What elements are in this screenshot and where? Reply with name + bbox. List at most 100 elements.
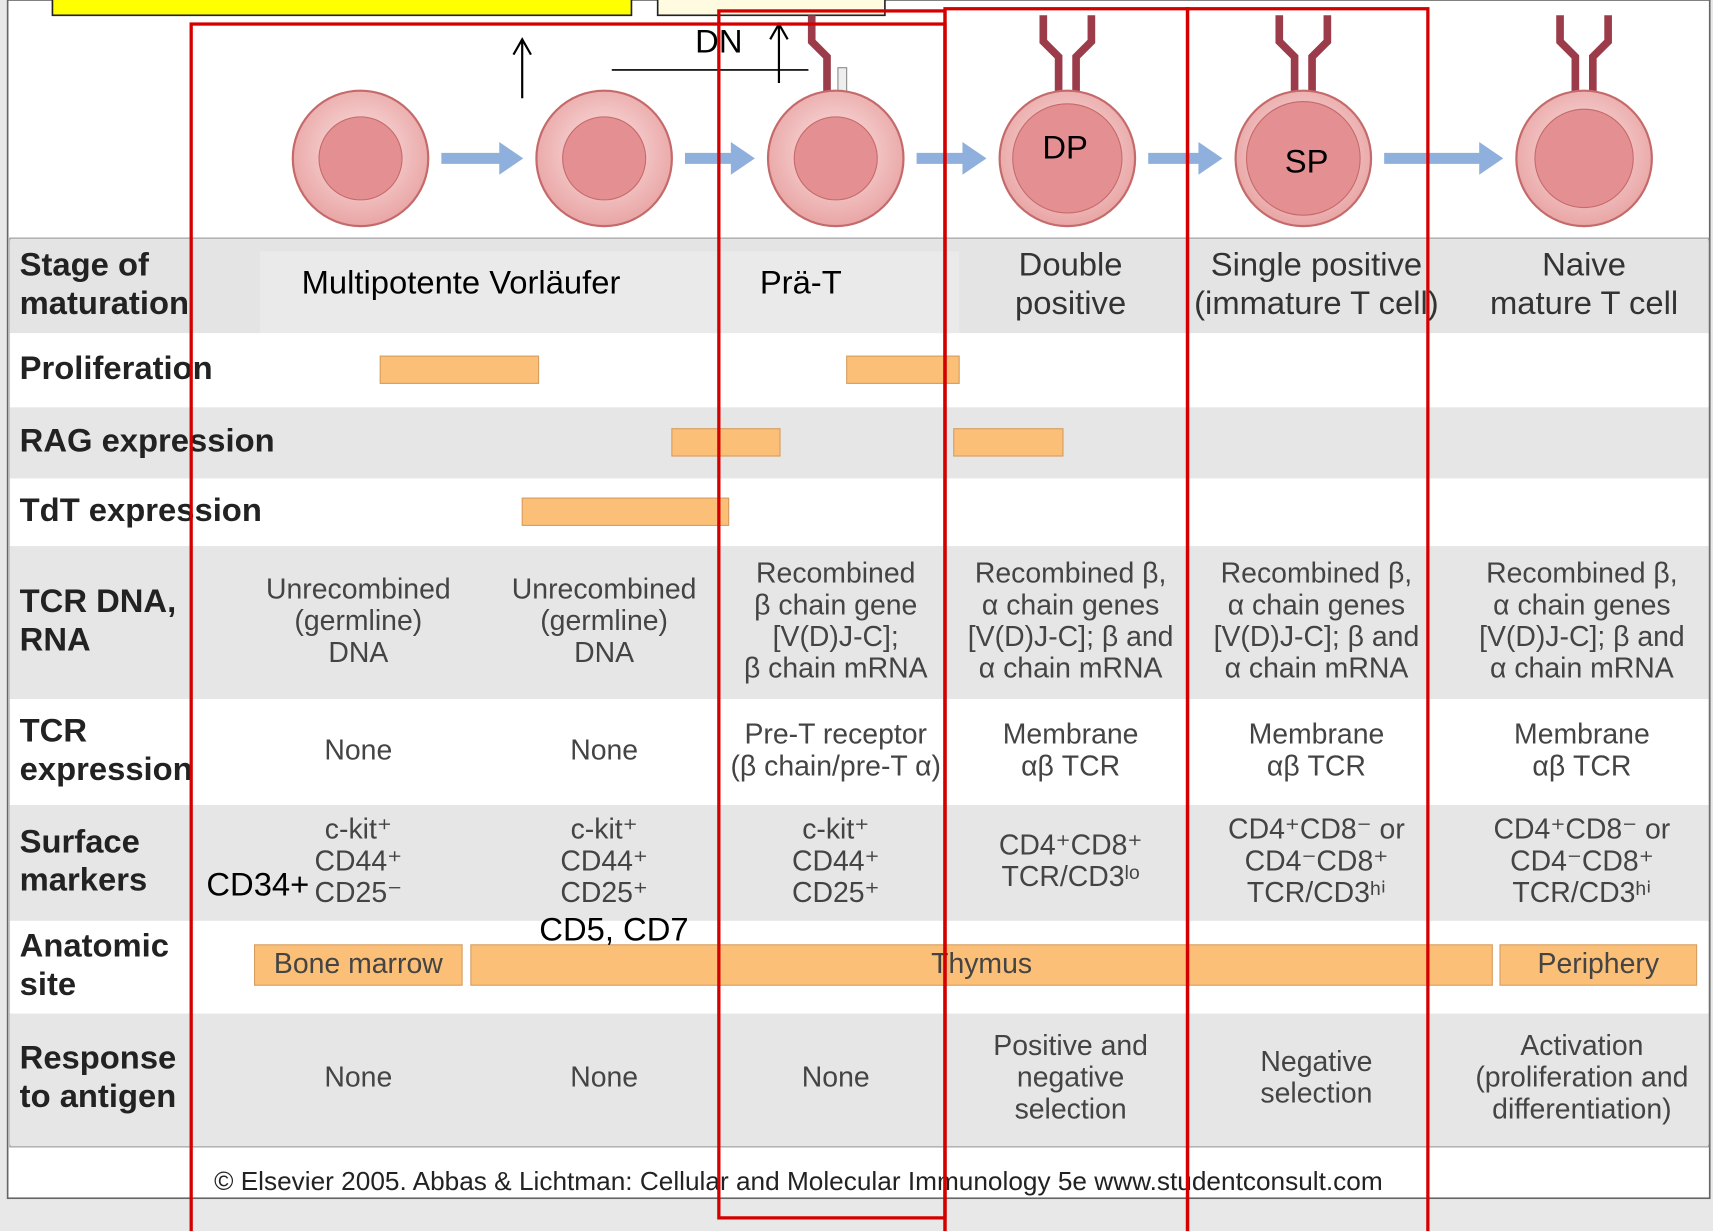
bar — [379, 355, 540, 384]
cell-text: CD44⁺ — [792, 845, 880, 877]
row-bg — [9, 699, 1709, 806]
cell-text: Membrane — [1514, 719, 1650, 751]
cell-text: Recombined β, — [1486, 558, 1678, 590]
row-label: TdT expression — [20, 491, 262, 528]
cell-text: c-kit⁺ — [802, 814, 869, 846]
receptor — [1556, 15, 1612, 93]
cell-text: TCR/CD3ʰⁱ — [1247, 877, 1386, 909]
highlight-frame — [1185, 7, 1430, 1231]
site-bar — [470, 944, 1493, 986]
stage-header: (immature T cell) — [1194, 284, 1439, 321]
cell-text: TCR/CD3ˡᵒ — [1002, 861, 1140, 893]
label-box — [656, 0, 886, 17]
nucleus — [562, 116, 647, 201]
cell-text: β chain mRNA — [744, 653, 928, 685]
cell-text: (β chain/pre-T α) — [730, 750, 941, 782]
cell-text: Recombined β, — [1221, 558, 1413, 590]
row-bg — [9, 1013, 1709, 1145]
annotation: Prä-T — [760, 264, 842, 301]
cell-text: α chain genes — [1493, 589, 1670, 621]
cell-text: Recombined β, — [975, 558, 1167, 590]
arrow — [1384, 141, 1504, 175]
stage-header: Naive — [1542, 246, 1626, 283]
cell-text: DNA — [574, 637, 634, 669]
receptor — [1039, 15, 1096, 93]
cell-text: Negative — [1260, 1046, 1372, 1078]
bar — [521, 497, 730, 526]
site-label: Bone marrow — [274, 948, 443, 980]
bar — [671, 428, 781, 457]
cell-text: CD4⁺CD8⁻ or — [1494, 814, 1671, 846]
annotation: CD5, CD7 — [539, 910, 688, 947]
annotation: CD34+ — [206, 866, 309, 903]
nucleus — [1012, 103, 1123, 214]
yellow-box — [51, 0, 633, 17]
cell-text: α chain mRNA — [979, 653, 1163, 685]
arrow — [916, 141, 987, 175]
site-bar — [254, 944, 463, 986]
nucleus — [318, 116, 403, 201]
cell-text: CD25⁺ — [792, 877, 880, 909]
cell-text: (proliferation and — [1475, 1062, 1688, 1094]
row-label: markers — [20, 861, 148, 898]
row-label: maturation — [20, 284, 189, 321]
row-label: Surface — [20, 822, 140, 859]
cell-text: CD4⁻CD8⁺ — [1510, 845, 1654, 877]
cell-text: α chain mRNA — [1490, 653, 1674, 685]
cell-text: None — [324, 1062, 392, 1094]
row-label: Response — [20, 1039, 177, 1076]
cell-text: α chain mRNA — [1225, 653, 1409, 685]
row-bg — [9, 407, 1709, 479]
cell-text: None — [570, 1062, 638, 1094]
cell-text: c-kit⁺ — [571, 814, 638, 846]
cell-text: c-kit⁺ — [325, 814, 392, 846]
row-bg — [9, 546, 1709, 700]
cell-text: (germline) — [294, 605, 422, 637]
cell-text: αβ TCR — [1532, 750, 1631, 782]
arrow — [1148, 141, 1223, 175]
cell-text: [V(D)J-C]; — [773, 621, 899, 653]
cell-text: [V(D)J-C]; β and — [1214, 621, 1420, 653]
stage-box — [260, 251, 960, 334]
cell-text: Membrane — [1249, 719, 1385, 751]
cell-text: [V(D)J-C]; β and — [1479, 621, 1685, 653]
cell-text: Positive and — [993, 1030, 1148, 1062]
receptor — [1275, 15, 1332, 93]
cell-text: α chain genes — [1228, 589, 1405, 621]
cell-text: CD4⁺CD8⁻ or — [1228, 814, 1405, 846]
row-label: TCR DNA, — [20, 582, 177, 619]
cell-text: selection — [1015, 1093, 1127, 1125]
nucleus — [1245, 101, 1361, 216]
cell-text: Unrecombined — [266, 573, 451, 605]
bar — [953, 428, 1064, 457]
cell-text: Activation — [1520, 1030, 1643, 1062]
cell-text: αβ TCR — [1021, 750, 1120, 782]
stage-header: Double — [1019, 246, 1123, 283]
site-bar — [1499, 944, 1698, 986]
annotation: DP — [1042, 128, 1088, 165]
cell-text: α chain genes — [982, 589, 1159, 621]
annotation: SP — [1285, 143, 1329, 180]
annotation: Multipotente Vorläufer — [302, 264, 621, 301]
footer: © Elsevier 2005. Abbas & Lichtman: Cellu… — [214, 1166, 1383, 1196]
receptor — [807, 15, 831, 93]
cell-text: CD25⁺ — [560, 877, 648, 909]
cell-text: Pre-T receptor — [744, 719, 927, 751]
cell-text: differentiation) — [1492, 1093, 1671, 1125]
row-label: RAG expression — [20, 422, 275, 459]
cell-text: CD44⁺ — [560, 845, 648, 877]
row-label: expression — [20, 750, 193, 787]
up-arrow — [512, 37, 532, 99]
cell-text: CD4⁺CD8⁺ — [999, 830, 1143, 862]
cell-text: CD25⁻ — [315, 877, 403, 909]
row-label: RNA — [20, 620, 91, 657]
cell-text: None — [324, 735, 392, 767]
stage-header: positive — [1015, 284, 1126, 321]
cell-text: αβ TCR — [1267, 750, 1366, 782]
cell-text: DNA — [328, 637, 388, 669]
site-label: Thymus — [931, 948, 1032, 980]
arrow — [441, 141, 524, 175]
nucleus — [1534, 108, 1634, 209]
